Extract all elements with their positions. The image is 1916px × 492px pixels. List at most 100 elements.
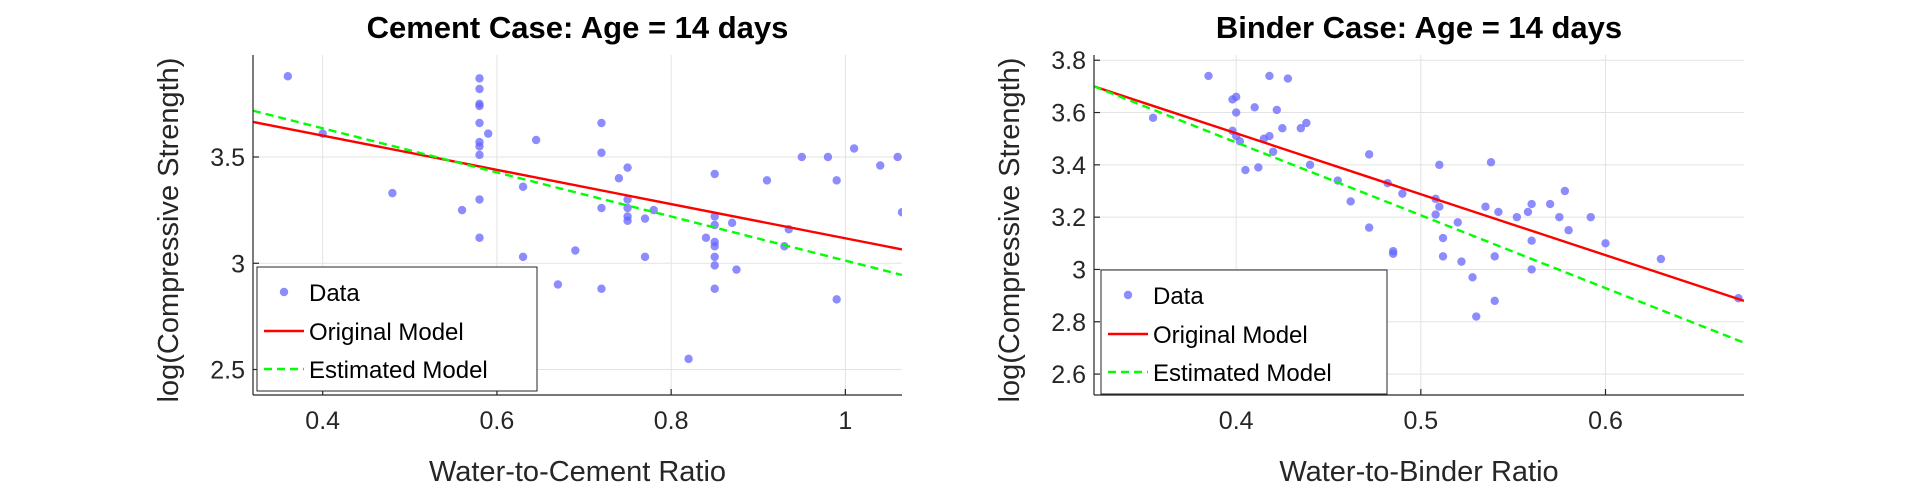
data-point bbox=[623, 163, 632, 172]
data-point bbox=[1490, 296, 1499, 306]
data-point bbox=[1305, 160, 1315, 170]
y-axis-label: log(Compressive Strength) bbox=[153, 58, 185, 403]
data-point bbox=[475, 84, 484, 94]
data-point bbox=[623, 195, 632, 204]
x-tick-label: 0.6 bbox=[480, 407, 515, 435]
data-point bbox=[710, 169, 719, 179]
data-point bbox=[1235, 137, 1245, 146]
data-point bbox=[1438, 233, 1448, 243]
y-tick-label: 3.5 bbox=[210, 144, 245, 172]
y-tick-label: 2.6 bbox=[1051, 361, 1086, 389]
data-point bbox=[597, 284, 606, 293]
data-point bbox=[1435, 202, 1444, 211]
chart-title: Cement Case: Age = 14 days bbox=[367, 10, 789, 45]
data-point bbox=[597, 148, 606, 157]
data-point bbox=[701, 233, 711, 242]
data-point bbox=[710, 261, 719, 270]
y-tick-label: 3 bbox=[1072, 256, 1086, 284]
y-tick-label: 2.5 bbox=[210, 357, 245, 385]
data-point bbox=[1486, 158, 1496, 167]
data-point bbox=[475, 74, 484, 83]
data-point bbox=[832, 295, 841, 304]
x-tick-label: 1 bbox=[838, 407, 852, 435]
data-point bbox=[597, 118, 606, 128]
data-point bbox=[684, 354, 693, 364]
data-point bbox=[1481, 202, 1490, 211]
data-point bbox=[1272, 105, 1282, 115]
data-point bbox=[1231, 92, 1241, 102]
legend: Data Original Model Estimated Model bbox=[256, 266, 538, 392]
data-point bbox=[1398, 189, 1407, 198]
data-point bbox=[1564, 226, 1573, 235]
y-tick-label: 3 bbox=[231, 250, 245, 278]
data-point bbox=[1472, 312, 1481, 321]
data-point bbox=[475, 101, 484, 111]
data-point bbox=[1278, 124, 1287, 133]
data-point bbox=[640, 214, 650, 223]
chart-title: Binder Case: Age = 14 days bbox=[1216, 10, 1622, 45]
data-point bbox=[710, 242, 719, 251]
data-point bbox=[1250, 103, 1259, 112]
data-point bbox=[553, 280, 563, 289]
data-point bbox=[1438, 252, 1448, 261]
data-point bbox=[1364, 223, 1374, 232]
data-point bbox=[1527, 265, 1536, 274]
data-point bbox=[1453, 218, 1462, 227]
data-point bbox=[1555, 212, 1564, 222]
plot-area bbox=[1094, 71, 1744, 344]
y-axis-label: log(Compressive Strength) bbox=[994, 58, 1026, 403]
plot-area bbox=[253, 72, 902, 364]
data-point bbox=[1302, 118, 1311, 128]
data-point bbox=[475, 142, 484, 151]
data-point bbox=[283, 72, 293, 81]
y-tick-label: 3.8 bbox=[1051, 47, 1086, 75]
data-point bbox=[475, 118, 484, 128]
data-point bbox=[710, 284, 719, 293]
x-axis-label: Water-to-Cement Ratio bbox=[429, 456, 726, 488]
x-tick-label: 0.6 bbox=[1588, 407, 1623, 435]
x-tick-label: 0.4 bbox=[1219, 407, 1254, 435]
legend-entry: Estimated Model bbox=[1153, 360, 1332, 387]
x-tick-label: 0.4 bbox=[305, 407, 340, 435]
x-axis-label: Water-to-Binder Ratio bbox=[1279, 456, 1558, 488]
data-point bbox=[710, 212, 719, 221]
y-tick-label: 2.8 bbox=[1051, 309, 1086, 337]
data-point bbox=[1512, 212, 1522, 222]
estimated-model-line bbox=[253, 109, 902, 277]
data-point bbox=[475, 233, 484, 242]
chart-1: 0.4 0.6 0.8 1 2.5 3 3.5 Cement Case: Age = 14 d… bbox=[153, 10, 902, 488]
data-point bbox=[1388, 249, 1398, 258]
data-point bbox=[1254, 163, 1263, 172]
data-point bbox=[1346, 197, 1355, 206]
data-point bbox=[1494, 207, 1503, 217]
legend-entry: Original Model bbox=[309, 319, 464, 346]
legend: Data Original Model Estimated Model bbox=[1100, 269, 1388, 395]
data-point bbox=[1560, 186, 1570, 196]
data-point bbox=[1431, 210, 1440, 219]
data-point bbox=[597, 203, 606, 213]
data-point bbox=[1265, 131, 1274, 141]
data-point bbox=[876, 161, 885, 170]
legend-box bbox=[256, 266, 538, 392]
legend-entry: Original Model bbox=[1153, 322, 1308, 349]
data-point bbox=[1283, 74, 1293, 83]
data-point bbox=[1468, 273, 1477, 282]
data-point bbox=[518, 182, 528, 191]
data-point bbox=[484, 129, 493, 138]
data-point bbox=[1601, 239, 1610, 248]
legend-data-marker bbox=[1123, 290, 1133, 300]
data-point bbox=[1364, 150, 1374, 159]
data-point bbox=[649, 205, 658, 215]
data-point bbox=[1231, 108, 1241, 117]
data-point bbox=[727, 218, 737, 228]
chart-2: 0.4 0.5 0.6 2.6 2.8 3 3.2 3.4 3.6 3.8 Binder Case:… bbox=[994, 10, 1744, 488]
data-point bbox=[762, 176, 772, 185]
data-point bbox=[571, 246, 580, 255]
y-tick-label: 3.4 bbox=[1051, 152, 1086, 180]
data-point bbox=[640, 252, 650, 262]
data-point bbox=[1527, 236, 1536, 245]
data-point bbox=[710, 252, 719, 262]
data-point bbox=[1435, 160, 1444, 170]
data-point bbox=[849, 144, 859, 153]
